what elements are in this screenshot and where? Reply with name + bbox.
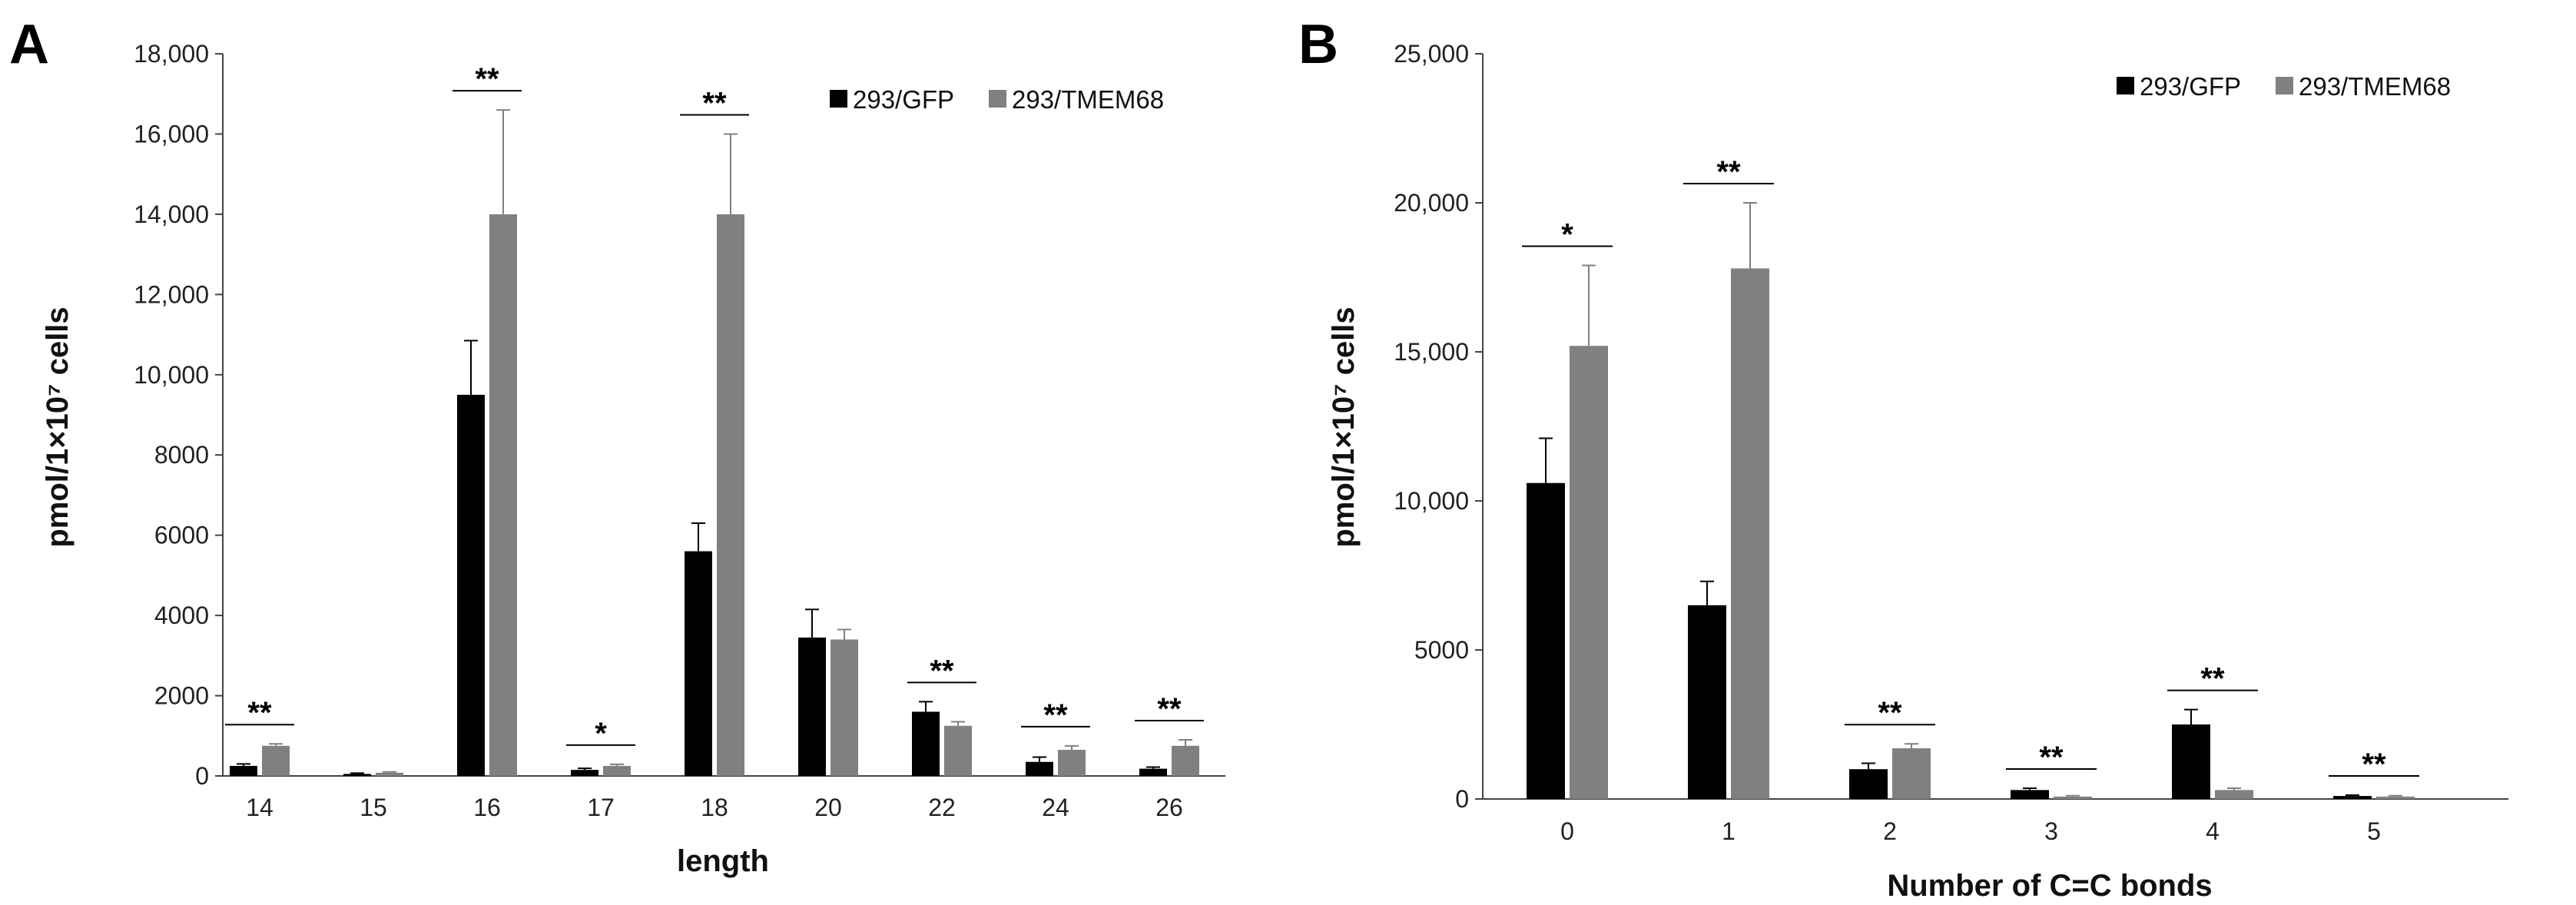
panel-a-legend: 293/GFP 293/TMEM68	[830, 85, 1164, 114]
panel-b-x-axis-title: Number of C=C bonds	[1887, 869, 2212, 903]
bar-tmem68-18	[717, 214, 744, 776]
panel-a-bars: *********** **	[225, 62, 1204, 776]
significance-marker: *	[1561, 217, 1573, 251]
panel-a-letter: A	[9, 14, 49, 75]
bar-gfp-2	[1849, 769, 1888, 799]
x-tick-label: 3	[2044, 817, 2058, 845]
y-tick-label: 14,000	[134, 201, 209, 228]
significance-marker: **	[702, 86, 727, 120]
x-tick-label: 18	[701, 794, 728, 821]
x-tick-label: 5	[2367, 817, 2381, 845]
y-tick-label: 10,000	[1394, 487, 1469, 515]
legend-swatch-gfp	[830, 90, 847, 108]
panel-b-bars: ***********	[1522, 155, 2419, 799]
x-tick-label: 26	[1155, 794, 1183, 821]
bar-tmem68-24	[1058, 750, 1086, 776]
legend-label-gfp: 293/GFP	[853, 85, 954, 114]
bar-tmem68-4	[2215, 790, 2253, 799]
y-tick-label: 12,000	[134, 280, 209, 308]
x-tick-label: 20	[814, 794, 842, 821]
legend-swatch-gfp	[2117, 77, 2134, 94]
panel-a-chart: A 0 2000 4000 6000 8000 10,000 12,000 14,000 16,…	[9, 14, 1225, 878]
bar-tmem68-15	[376, 772, 403, 776]
bar-gfp-20	[798, 637, 826, 776]
bar-gfp-0	[1527, 482, 1565, 799]
significance-marker: **	[1043, 698, 1068, 732]
panel-a-y-axis-title: pmol/1×10⁷ cells	[41, 307, 75, 547]
bar-gfp-15	[343, 774, 371, 776]
y-tick-label: 0	[1455, 785, 1469, 813]
bar-gfp-18	[685, 551, 712, 776]
significance-marker: **	[2362, 748, 2386, 781]
y-tick-label: 0	[195, 762, 209, 790]
x-tick-label: 14	[246, 794, 274, 821]
panel-a-x-axis-title: length	[677, 844, 769, 878]
significance-marker: **	[2039, 741, 2064, 774]
significance-marker: **	[1878, 696, 1902, 730]
legend-label-tmem68: 293/TMEM68	[2299, 72, 2451, 101]
bar-gfp-22	[912, 711, 940, 776]
bar-tmem68-22	[944, 725, 972, 776]
bar-tmem68-1	[1731, 268, 1769, 799]
bar-tmem68-17	[603, 765, 631, 776]
significance-marker: **	[1716, 155, 1741, 189]
legend-swatch-tmem68	[989, 90, 1006, 108]
legend-label-tmem68: 293/TMEM68	[1012, 85, 1164, 114]
bar-tmem68-2	[1892, 748, 1931, 799]
significance-marker: **	[1157, 692, 1182, 726]
y-tick-label: 20,000	[1394, 189, 1469, 217]
significance-marker: **	[930, 654, 954, 688]
x-tick-label: 1	[1722, 817, 1736, 845]
y-tick-label: 10,000	[134, 361, 209, 389]
panel-b-letter: B	[1298, 14, 1338, 75]
bar-tmem68-5	[2376, 796, 2415, 799]
y-tick-label: 15,000	[1394, 338, 1469, 366]
y-tick-label: 8000	[154, 441, 209, 469]
bar-tmem68-14	[262, 745, 290, 776]
panel-b-legend: 293/GFP 293/TMEM68	[2117, 72, 2451, 101]
bar-tmem68-20	[830, 639, 858, 776]
bar-gfp-14	[230, 765, 257, 776]
bar-gfp-5	[2333, 796, 2372, 799]
significance-marker: **	[475, 62, 499, 96]
x-tick-label: 16	[473, 794, 501, 821]
x-tick-label: 22	[928, 794, 956, 821]
panel-b-x-ticks: 0 1 2 3 4 5	[1560, 817, 2381, 845]
bar-gfp-1	[1688, 605, 1726, 799]
x-tick-label: 0	[1560, 817, 1574, 845]
bar-gfp-17	[571, 770, 598, 776]
bar-gfp-4	[2172, 724, 2210, 799]
x-tick-label: 4	[2206, 817, 2220, 845]
bar-gfp-26	[1139, 768, 1167, 776]
significance-marker: **	[247, 696, 272, 730]
x-tick-label: 2	[1883, 817, 1897, 845]
bar-gfp-3	[2011, 790, 2049, 799]
y-tick-label: 16,000	[134, 120, 209, 148]
panel-a-x-ticks: 14 15 16 17 18 20 22 24 26	[246, 794, 1183, 821]
significance-marker: **	[2200, 662, 2225, 696]
y-tick-label: 2000	[154, 682, 209, 710]
y-tick-label: 18,000	[134, 40, 209, 68]
x-tick-label: 15	[360, 794, 387, 821]
bar-tmem68-16	[489, 214, 517, 776]
x-tick-label: 24	[1042, 794, 1069, 821]
legend-swatch-tmem68	[2276, 77, 2293, 94]
y-tick-label: 4000	[154, 602, 209, 629]
x-tick-label: 17	[587, 794, 615, 821]
panel-b-y-axis-title: pmol/1×10⁷ cells	[1327, 307, 1361, 547]
bar-gfp-16	[457, 394, 485, 776]
bar-gfp-24	[1026, 761, 1053, 776]
panel-a-y-ticks: 0 2000 4000 6000 8000 10,000 12,000 14,000 16,00…	[134, 40, 1225, 790]
bar-tmem68-26	[1172, 745, 1199, 776]
y-tick-label: 6000	[154, 522, 209, 549]
legend-label-gfp: 293/GFP	[2140, 72, 2241, 101]
significance-marker: *	[595, 717, 607, 751]
y-tick-label: 25,000	[1394, 40, 1469, 68]
bar-tmem68-3	[2054, 796, 2092, 799]
y-tick-label: 5000	[1414, 636, 1469, 664]
bar-tmem68-0	[1570, 346, 1608, 799]
